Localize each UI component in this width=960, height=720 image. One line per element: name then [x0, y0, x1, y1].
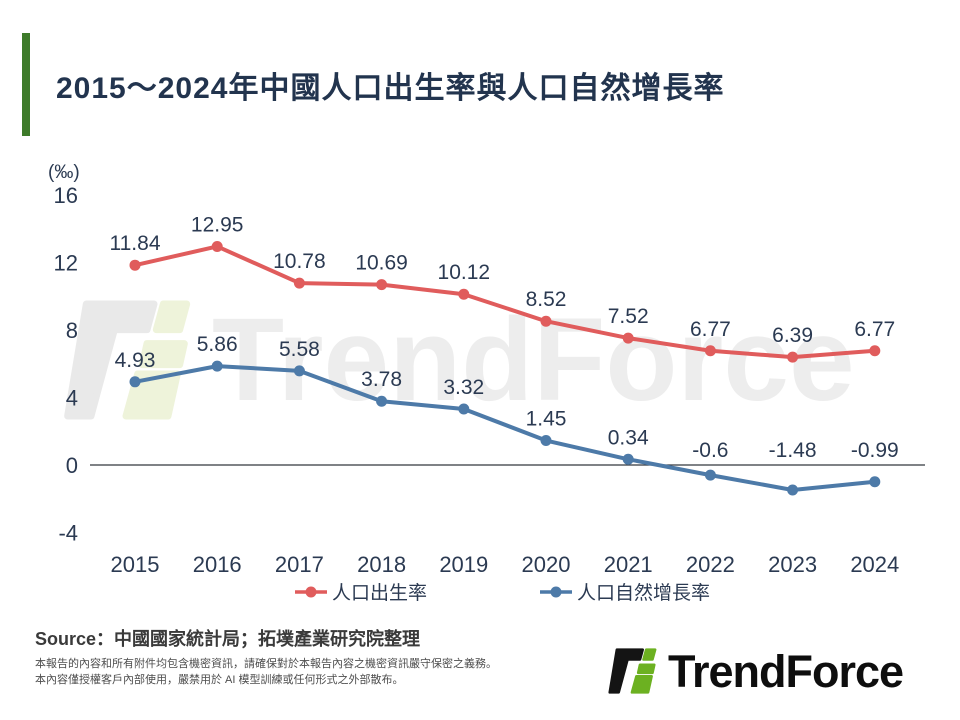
- legend-label: 人口出生率: [332, 582, 427, 604]
- data-point: [293, 365, 305, 377]
- value-label: 5.86: [197, 333, 238, 356]
- confidential-note: 本報告的內容和所有附件均包含機密資訊，請確保對於本報告內容之機密資訊嚴守保密之義…: [35, 656, 497, 688]
- title-block: 2015～2024年中國人口出生率與人口自然增長率: [22, 33, 724, 136]
- y-axis-unit-label: (‰): [48, 162, 80, 183]
- logo-shape: [642, 648, 657, 661]
- data-point: [458, 403, 470, 415]
- x-tick-label: 2023: [768, 552, 817, 577]
- data-point: [540, 315, 552, 327]
- source-text: ：中國國家統計局；拓墣產業研究院整理: [96, 629, 421, 649]
- series-line: [133, 364, 877, 492]
- value-label: 11.84: [110, 232, 161, 255]
- source-label: Source: [35, 629, 97, 649]
- x-tick-label: 2017: [275, 552, 324, 577]
- trendforce-logo-text: TrendForce: [668, 645, 904, 697]
- value-label: 7.52: [608, 305, 649, 328]
- legend-label: 人口自然增長率: [577, 582, 710, 604]
- data-point: [622, 332, 634, 344]
- value-label: -1.48: [769, 439, 817, 462]
- y-tick-label: -4: [58, 521, 78, 546]
- data-point: [622, 453, 634, 465]
- value-label: 8.52: [526, 288, 567, 311]
- value-label: 1.45: [526, 408, 567, 431]
- data-point: [787, 484, 799, 496]
- y-tick-label: 8: [66, 318, 78, 343]
- value-label: 5.58: [279, 338, 320, 361]
- value-label: 0.34: [608, 426, 649, 449]
- x-tick-label: 2019: [439, 552, 488, 577]
- data-point: [293, 277, 305, 289]
- data-point: [129, 376, 141, 388]
- data-point: [869, 345, 881, 357]
- trendforce-logo-icon: [608, 648, 657, 694]
- data-point: [787, 351, 799, 363]
- data-point: [376, 395, 388, 407]
- page-title: 2015～2024年中國人口出生率與人口自然增長率: [56, 71, 725, 105]
- y-tick-label: 0: [66, 453, 78, 478]
- logo-shape: [636, 663, 656, 675]
- logo-shape: [630, 675, 653, 694]
- data-point: [704, 345, 716, 357]
- confidential-note-line2: 本內容僅授權客戶內部使用，嚴禁用於 AI 模型訓練或任何形式之外部散布。: [35, 674, 404, 686]
- source-line: Source：中國國家統計局；拓墣產業研究院整理: [35, 625, 420, 651]
- line-chart: (‰)16 12 8 4 0 -4 11.84 12.95 10.78 10.69 10.12 8.5…: [48, 162, 925, 604]
- legend-marker-dot: [305, 586, 317, 598]
- x-tick-label: 2021: [604, 552, 653, 577]
- x-tick-label: 2018: [357, 552, 406, 577]
- data-point: [376, 279, 388, 291]
- data-point: [211, 240, 223, 252]
- value-label: 3.78: [361, 368, 402, 391]
- value-label: 10.78: [273, 250, 326, 273]
- trendforce-logo: TrendForce: [606, 645, 904, 697]
- x-tick-label: 2016: [193, 552, 242, 577]
- value-label: 12.95: [191, 213, 244, 236]
- value-label: 6.39: [772, 324, 813, 347]
- x-tick-label: 2020: [522, 552, 571, 577]
- y-tick-label: 4: [66, 386, 78, 411]
- value-label: 3.32: [443, 376, 484, 399]
- logo-shape: [608, 648, 644, 694]
- value-label: -0.99: [851, 439, 899, 462]
- data-point: [211, 360, 223, 372]
- data-point: [869, 476, 881, 488]
- value-label: 6.77: [854, 318, 895, 341]
- y-tick-label: 12: [54, 251, 78, 276]
- value-label: 10.69: [355, 252, 408, 275]
- data-point: [129, 259, 141, 271]
- value-label: 6.77: [690, 318, 731, 341]
- confidential-note-line1: 本報告的內容和所有附件均包含機密資訊，請確保對於本報告內容之機密資訊嚴守保密之義…: [35, 658, 497, 670]
- x-tick-label: 2024: [850, 552, 899, 577]
- data-point: [458, 288, 470, 300]
- value-label: 10.12: [438, 261, 491, 284]
- value-label: -0.6: [692, 439, 728, 462]
- data-point: [704, 469, 716, 481]
- title-accent-bar: [22, 33, 30, 136]
- legend-marker-dot: [550, 586, 562, 598]
- series-line: [133, 244, 877, 360]
- x-tick-label: 2015: [111, 552, 160, 577]
- y-tick-label: 16: [54, 183, 78, 208]
- value-label: 4.93: [115, 349, 156, 372]
- data-point: [540, 435, 552, 447]
- x-tick-label: 2022: [686, 552, 735, 577]
